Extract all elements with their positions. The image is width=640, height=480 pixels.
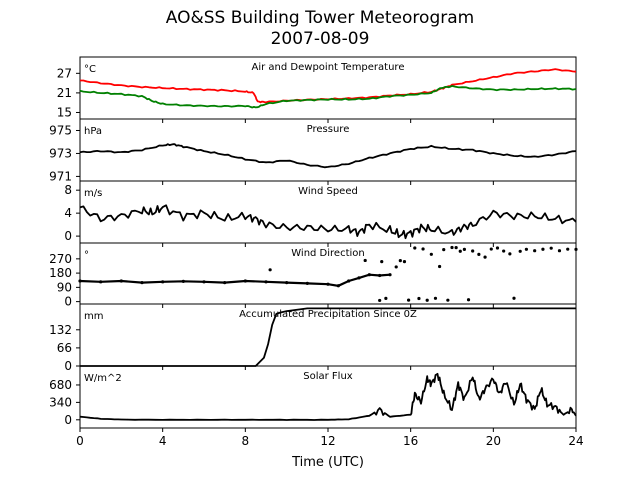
wind-direction-point-1-0 <box>268 268 272 272</box>
wind-direction-point-1-13 <box>429 252 433 256</box>
panel-title-3: Wind Direction <box>291 248 365 259</box>
wind-direction-point-1-34 <box>541 247 545 251</box>
pressure-line <box>79 143 577 169</box>
y-tick-label-0-2: 27 <box>57 66 72 80</box>
panel-unit-2: m/s <box>84 188 102 199</box>
panel-title-0: Air and Dewpoint Temperature <box>252 62 405 73</box>
y-tick-label-0-0: 15 <box>57 105 72 119</box>
wind-direction-point-1-6 <box>398 259 402 263</box>
wind-direction-point-1-23 <box>471 249 475 253</box>
x-tick-label-6: 24 <box>568 434 583 448</box>
y-tick-label-5-2: 680 <box>49 378 72 392</box>
wind-direction-point-1-33 <box>533 249 537 253</box>
x-tick-label-4: 16 <box>403 434 418 448</box>
y-tick-label-1-0: 971 <box>49 169 72 183</box>
y-tick-label-3-0: 0 <box>64 295 72 309</box>
y-tick-label-0-1: 21 <box>57 86 72 100</box>
panel-title-4: Accumulated Precipitation Since 0Z <box>239 309 417 320</box>
wind-direction-point-1-11 <box>421 247 425 251</box>
y-tick-label-4-2: 132 <box>49 323 72 337</box>
wind-direction-point-1-8 <box>407 298 411 302</box>
wind-direction-point-1-21 <box>462 247 466 251</box>
y-tick-label-5-0: 0 <box>64 413 72 427</box>
solar-flux-line <box>79 372 577 421</box>
wind-direction-point-1-31 <box>518 249 522 253</box>
x-tick-label-3: 12 <box>320 434 335 448</box>
wind-direction-point-1-30 <box>512 296 516 300</box>
wind-direction-trend-line <box>79 273 391 287</box>
wind-direction-point-1-29 <box>508 252 512 256</box>
wind-direction-point-1-22 <box>466 298 471 302</box>
panel-unit-3: ° <box>84 250 89 261</box>
panel-title-5: Solar Flux <box>303 371 353 382</box>
y-tick-label-1-2: 975 <box>49 123 72 137</box>
wind-direction-point-1-19 <box>454 246 458 250</box>
wind-direction-point-1-32 <box>524 247 529 251</box>
wind-direction-point-1-4 <box>384 296 388 300</box>
y-tick-label-2-1: 4 <box>64 206 72 220</box>
panel-unit-1: hPa <box>84 126 102 137</box>
panel-title-1: Pressure <box>307 124 350 135</box>
x-tick-label-1: 4 <box>159 434 167 448</box>
precipitation-line <box>80 307 576 367</box>
y-tick-label-4-0: 0 <box>64 359 72 373</box>
wind-direction-point-1-24 <box>477 252 481 256</box>
wind-speed-line <box>79 204 577 240</box>
x-tick-label-5: 20 <box>486 434 501 448</box>
y-tick-label-2-0: 0 <box>64 229 72 243</box>
panel-unit-4: mm <box>84 311 103 322</box>
wind-direction-point-1-16 <box>442 248 446 252</box>
figure-title: AO&SS Building Tower Meteorogram <box>165 8 475 28</box>
temperature-line <box>80 68 577 104</box>
y-tick-label-3-1: 90 <box>57 280 72 294</box>
y-tick-label-1-1: 973 <box>49 146 72 160</box>
y-tick-label-5-1: 340 <box>49 395 72 409</box>
wind-direction-point-1-37 <box>566 247 570 251</box>
wind-direction-point-1-18 <box>450 245 454 250</box>
figure-date: 2007-08-09 <box>270 29 370 49</box>
wind-direction-point-1-3 <box>380 260 384 264</box>
wind-direction-point-1-38 <box>574 247 578 251</box>
wind-direction-point-1-5 <box>394 265 398 269</box>
panel-title-2: Wind Speed <box>298 186 358 197</box>
wind-direction-point-1-28 <box>502 249 506 253</box>
wind-direction-point-1-14 <box>433 296 438 300</box>
wind-direction-point-1-12 <box>425 298 429 302</box>
wind-direction-point-1-10 <box>417 296 421 301</box>
y-tick-label-3-3: 270 <box>49 252 72 266</box>
wind-direction-point-1-17 <box>446 298 450 302</box>
wind-direction-point-1-36 <box>557 249 562 253</box>
wind-direction-point-1-26 <box>489 247 493 251</box>
wind-direction-point-1-2 <box>378 298 382 303</box>
x-tick-label-0: 0 <box>76 434 84 448</box>
y-tick-label-3-2: 180 <box>49 266 72 280</box>
y-tick-label-4-1: 66 <box>57 341 72 355</box>
wind-direction-point-1-1 <box>363 258 367 263</box>
wind-direction-point-1-27 <box>495 246 500 250</box>
dewpoint-line <box>79 85 577 109</box>
panel-unit-0: °C <box>84 64 96 75</box>
x-tick-label-2: 8 <box>242 434 250 448</box>
wind-direction-point-1-15 <box>438 264 442 269</box>
wind-direction-point-1-25 <box>483 255 487 259</box>
y-tick-label-2-2: 8 <box>64 183 72 197</box>
x-axis-label: Time (UTC) <box>291 455 364 470</box>
panel-unit-5: W/m^2 <box>84 373 122 384</box>
wind-direction-point-1-7 <box>402 260 407 264</box>
wind-direction-point-1-20 <box>458 249 462 253</box>
wind-direction-point-1-9 <box>413 246 417 250</box>
wind-direction-point-1-35 <box>549 246 553 250</box>
